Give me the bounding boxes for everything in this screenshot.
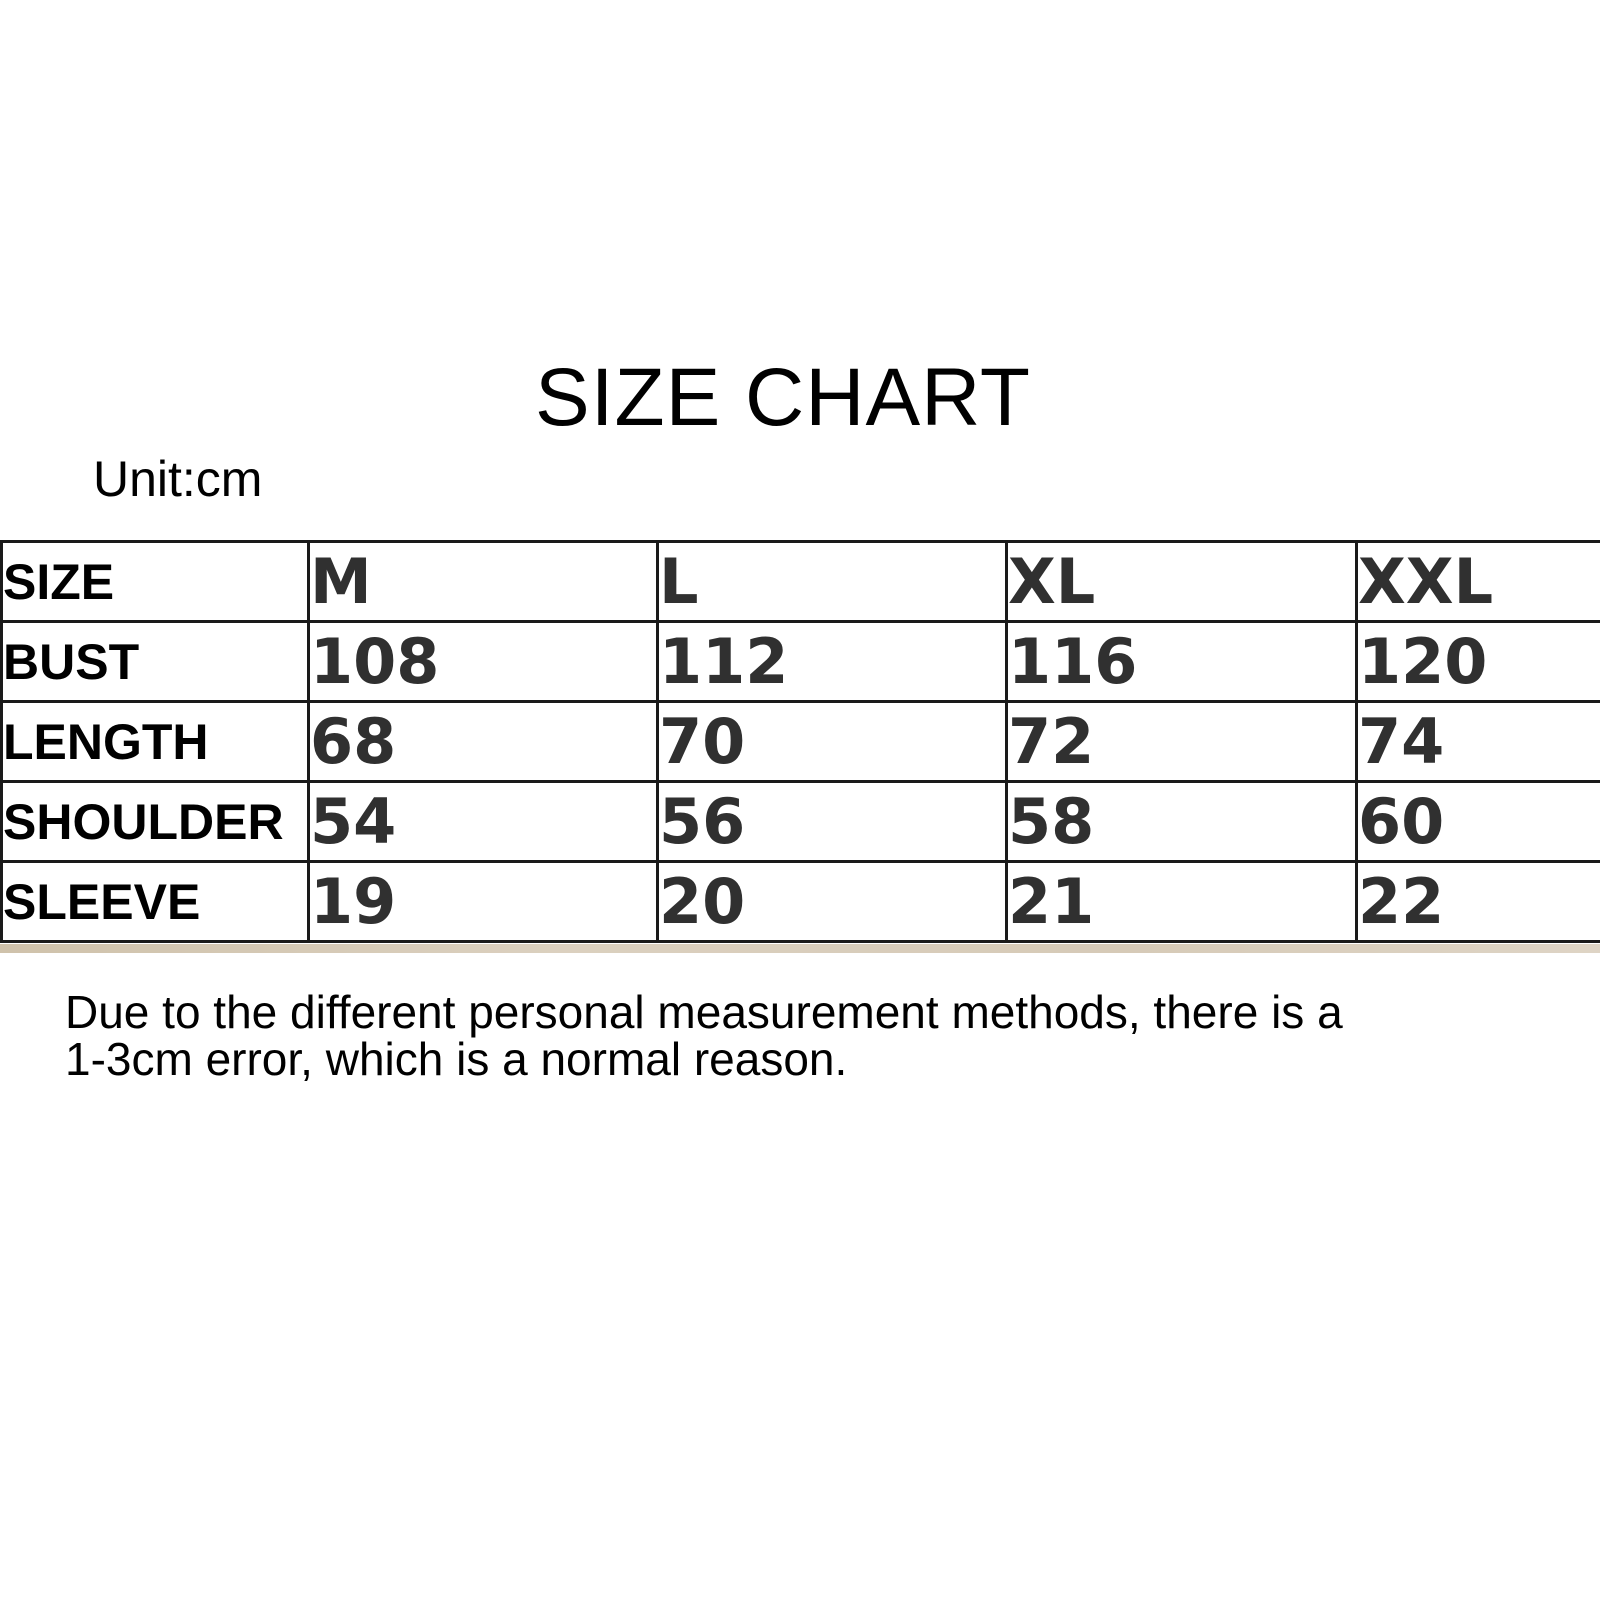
col-header-xl: XL	[1005, 540, 1358, 623]
table-row-length: LENGTH 68 70 72 74	[0, 700, 1600, 783]
measurement-note-line-1: Due to the different personal measuremen…	[65, 986, 1343, 1038]
cell-sleeve-xl: 21	[1005, 860, 1358, 943]
cell-shoulder-xl: 58	[1005, 780, 1358, 863]
size-table: SIZE M L XL XXL BUST 108 112 116 120 LEN…	[0, 540, 1600, 943]
cell-shoulder-xxl: 60	[1355, 780, 1600, 863]
cell-bust-xl: 116	[1005, 620, 1358, 703]
row-label-length: LENGTH	[0, 700, 310, 783]
row-label-bust: BUST	[0, 620, 310, 703]
unit-label: Unit:cm	[93, 451, 263, 507]
measurement-note-line-2: 1-3cm error, which is a normal reason.	[65, 1033, 848, 1085]
cell-sleeve-m: 19	[307, 860, 659, 943]
cell-shoulder-l: 56	[656, 780, 1008, 863]
table-row-sleeve: SLEEVE 19 20 21 22	[0, 860, 1600, 943]
row-label-shoulder: SHOULDER	[0, 780, 310, 863]
cell-sleeve-xxl: 22	[1355, 860, 1600, 943]
cell-bust-xxl: 120	[1355, 620, 1600, 703]
cell-length-l: 70	[656, 700, 1008, 783]
col-header-l: L	[656, 540, 1008, 623]
cell-sleeve-l: 20	[656, 860, 1008, 943]
cell-length-xxl: 74	[1355, 700, 1600, 783]
table-bottom-strip	[0, 944, 1600, 953]
col-header-xxl: XXL	[1355, 540, 1600, 623]
row-label-sleeve: SLEEVE	[0, 860, 310, 943]
cell-bust-m: 108	[307, 620, 659, 703]
size-chart-title: SIZE CHART	[535, 351, 1031, 443]
cell-shoulder-m: 54	[307, 780, 659, 863]
cell-length-m: 68	[307, 700, 659, 783]
table-row-bust: BUST 108 112 116 120	[0, 620, 1600, 703]
cell-bust-l: 112	[656, 620, 1008, 703]
measurement-note: Due to the different personal measuremen…	[65, 989, 1343, 1083]
row-label-size: SIZE	[0, 540, 310, 623]
size-table-container: SIZE M L XL XXL BUST 108 112 116 120 LEN…	[0, 540, 1600, 944]
col-header-m: M	[307, 540, 659, 623]
table-row-size: SIZE M L XL XXL	[0, 540, 1600, 623]
table-row-shoulder: SHOULDER 54 56 58 60	[0, 780, 1600, 863]
cell-length-xl: 72	[1005, 700, 1358, 783]
